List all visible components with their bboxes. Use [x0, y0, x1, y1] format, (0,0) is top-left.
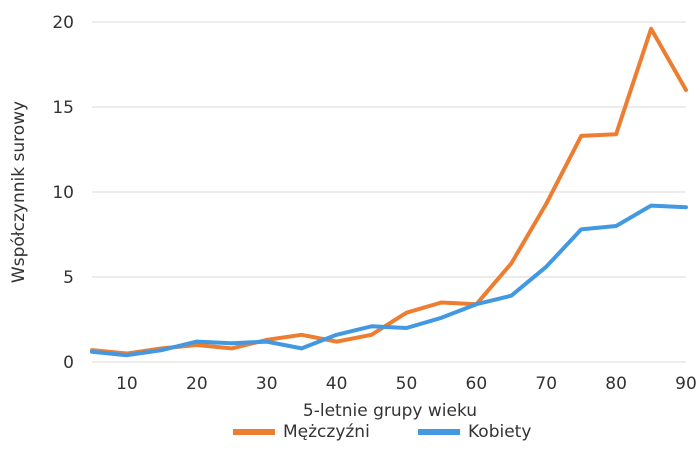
y-axis-title: Współczynnik surowy [9, 101, 29, 283]
x-tick-label: 90 [675, 374, 697, 394]
x-tick-label: 20 [186, 374, 208, 394]
x-tick-label: 80 [605, 374, 627, 394]
x-axis-title: 5-letnie grupy wieku [303, 401, 477, 421]
y-tick-label: 0 [63, 353, 74, 373]
gridlines [92, 21, 686, 363]
series-line-1 [90, 203, 688, 358]
x-tick-label: 50 [396, 374, 418, 394]
y-tick-label: 20 [52, 13, 74, 33]
y-tick-label: 5 [63, 268, 74, 288]
y-axis-tick-labels: 0 5 10 15 20 [52, 13, 74, 373]
x-tick-label: 40 [326, 374, 348, 394]
y-tick-label: 10 [52, 183, 74, 203]
x-tick-label: 30 [256, 374, 278, 394]
legend-label-1: Kobiety [468, 422, 531, 442]
x-tick-label: 10 [116, 374, 138, 394]
series-lines [90, 26, 688, 358]
x-axis-tick-labels: 10 20 30 40 50 60 70 80 90 [116, 374, 697, 394]
legend: Mężczyźni Kobiety [233, 422, 531, 442]
x-tick-label: 70 [535, 374, 557, 394]
x-tick-label: 60 [466, 374, 488, 394]
legend-label-0: Mężczyźni [283, 422, 370, 442]
y-tick-label: 15 [52, 98, 74, 118]
series-line-0 [90, 26, 688, 356]
